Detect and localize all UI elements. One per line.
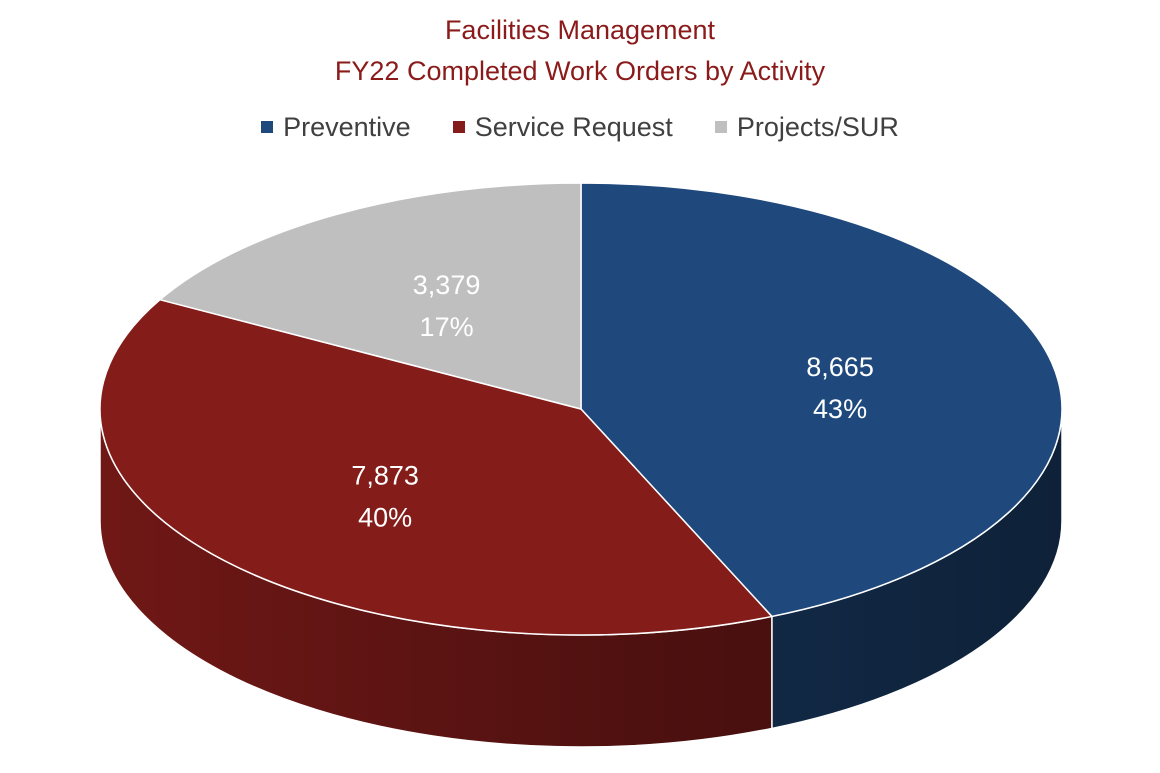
pie-slice-preventive xyxy=(580,182,1063,618)
legend-swatch-projects-sur xyxy=(714,121,727,133)
pie-slice-projects-sur xyxy=(159,182,582,410)
pie-data-labels: 8,665 43% 7,873 40% 3,379 17% xyxy=(351,270,874,533)
legend-swatch-preventive xyxy=(261,121,274,133)
data-label-value-preventive: 8,665 xyxy=(806,352,874,382)
data-label-percent-preventive: 43% xyxy=(813,394,867,424)
legend-item-service-request: Service Request xyxy=(452,110,673,144)
data-label-percent-projects-sur: 17% xyxy=(420,312,474,342)
pie-slices xyxy=(99,182,1063,636)
legend-item-preventive: Preventive xyxy=(261,110,411,144)
chart-legend: Preventive Service Request Projects/SUR xyxy=(0,110,1160,144)
legend-label-projects-sur: Projects/SUR xyxy=(736,112,899,142)
legend-swatch-service-request xyxy=(452,121,465,133)
chart-subtitle: FY22 Completed Work Orders by Activity xyxy=(334,56,826,86)
data-label-value-service-request: 7,873 xyxy=(351,461,419,491)
legend-label-service-request: Service Request xyxy=(474,112,673,142)
data-label-value-projects-sur: 3,379 xyxy=(413,270,481,300)
legend-label-preventive: Preventive xyxy=(283,112,411,142)
legend-item-projects-sur: Projects/SUR xyxy=(714,110,899,144)
data-label-percent-service-request: 40% xyxy=(358,503,412,533)
pie-slice-service-request xyxy=(99,298,773,636)
chart-title: Facilities Management xyxy=(444,15,716,45)
